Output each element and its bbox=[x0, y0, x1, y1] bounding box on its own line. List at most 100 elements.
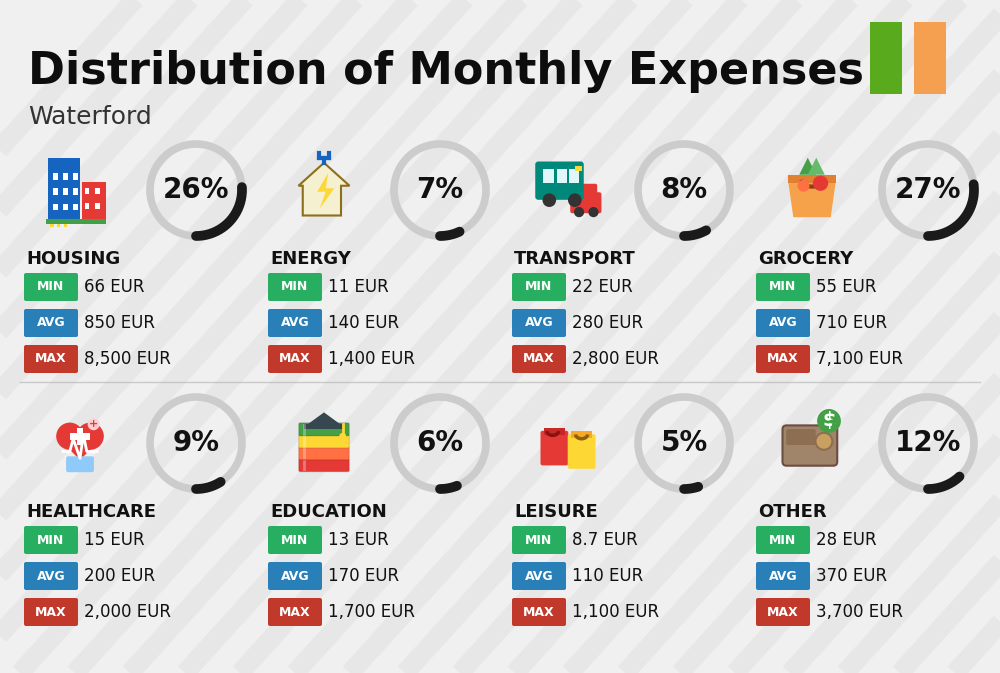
Text: MAX: MAX bbox=[279, 353, 311, 365]
Text: 11 EUR: 11 EUR bbox=[328, 278, 389, 296]
FancyBboxPatch shape bbox=[540, 431, 568, 466]
FancyBboxPatch shape bbox=[543, 169, 554, 182]
Text: Waterford: Waterford bbox=[28, 105, 152, 129]
Circle shape bbox=[588, 207, 599, 217]
Text: 8%: 8% bbox=[660, 176, 708, 204]
FancyBboxPatch shape bbox=[756, 309, 810, 337]
FancyBboxPatch shape bbox=[48, 157, 80, 219]
FancyBboxPatch shape bbox=[512, 309, 566, 337]
FancyBboxPatch shape bbox=[535, 162, 584, 200]
FancyBboxPatch shape bbox=[870, 22, 902, 94]
FancyBboxPatch shape bbox=[85, 188, 89, 194]
Circle shape bbox=[574, 207, 584, 217]
FancyBboxPatch shape bbox=[63, 204, 68, 211]
Circle shape bbox=[798, 180, 809, 192]
FancyBboxPatch shape bbox=[544, 428, 565, 435]
Text: MIN: MIN bbox=[281, 281, 309, 293]
Text: 66 EUR: 66 EUR bbox=[84, 278, 144, 296]
Circle shape bbox=[56, 423, 83, 450]
Text: OTHER: OTHER bbox=[758, 503, 827, 521]
FancyBboxPatch shape bbox=[268, 598, 322, 626]
FancyBboxPatch shape bbox=[53, 188, 58, 195]
FancyBboxPatch shape bbox=[82, 182, 106, 219]
FancyBboxPatch shape bbox=[24, 526, 78, 554]
Text: 110 EUR: 110 EUR bbox=[572, 567, 643, 585]
FancyBboxPatch shape bbox=[95, 188, 100, 194]
Text: 55 EUR: 55 EUR bbox=[816, 278, 876, 296]
Text: 6%: 6% bbox=[416, 429, 464, 457]
FancyBboxPatch shape bbox=[569, 169, 579, 182]
Text: MIN: MIN bbox=[525, 281, 553, 293]
Text: 370 EUR: 370 EUR bbox=[816, 567, 887, 585]
FancyBboxPatch shape bbox=[782, 425, 837, 466]
Text: MIN: MIN bbox=[769, 534, 797, 546]
Text: 1,700 EUR: 1,700 EUR bbox=[328, 603, 415, 621]
Circle shape bbox=[568, 193, 582, 207]
FancyBboxPatch shape bbox=[63, 173, 68, 180]
FancyBboxPatch shape bbox=[268, 526, 322, 554]
Text: 850 EUR: 850 EUR bbox=[84, 314, 155, 332]
Text: 5%: 5% bbox=[660, 429, 708, 457]
FancyBboxPatch shape bbox=[24, 273, 78, 301]
FancyBboxPatch shape bbox=[568, 434, 596, 469]
Text: 12%: 12% bbox=[895, 429, 961, 457]
FancyBboxPatch shape bbox=[73, 188, 78, 195]
FancyBboxPatch shape bbox=[50, 219, 54, 227]
FancyBboxPatch shape bbox=[24, 598, 78, 626]
FancyBboxPatch shape bbox=[268, 273, 322, 301]
FancyBboxPatch shape bbox=[571, 431, 592, 438]
Polygon shape bbox=[788, 182, 836, 217]
FancyBboxPatch shape bbox=[575, 166, 582, 172]
Text: AVG: AVG bbox=[37, 316, 65, 330]
FancyBboxPatch shape bbox=[914, 22, 946, 94]
Polygon shape bbox=[56, 436, 104, 460]
Text: MAX: MAX bbox=[767, 606, 799, 618]
FancyBboxPatch shape bbox=[299, 423, 349, 436]
FancyBboxPatch shape bbox=[299, 458, 349, 472]
Text: TRANSPORT: TRANSPORT bbox=[514, 250, 636, 268]
Text: AVG: AVG bbox=[525, 316, 553, 330]
Text: 7,100 EUR: 7,100 EUR bbox=[816, 350, 903, 368]
FancyBboxPatch shape bbox=[268, 562, 322, 590]
Text: LEISURE: LEISURE bbox=[514, 503, 598, 521]
Circle shape bbox=[815, 433, 832, 450]
FancyBboxPatch shape bbox=[24, 562, 78, 590]
Text: 27%: 27% bbox=[895, 176, 961, 204]
FancyBboxPatch shape bbox=[24, 309, 78, 337]
FancyBboxPatch shape bbox=[64, 219, 67, 227]
Text: MAX: MAX bbox=[35, 353, 67, 365]
Circle shape bbox=[817, 409, 841, 433]
Text: MIN: MIN bbox=[281, 534, 309, 546]
FancyBboxPatch shape bbox=[95, 203, 100, 209]
FancyBboxPatch shape bbox=[73, 204, 78, 211]
FancyBboxPatch shape bbox=[66, 456, 94, 472]
Text: AVG: AVG bbox=[769, 316, 797, 330]
FancyBboxPatch shape bbox=[46, 219, 106, 224]
FancyBboxPatch shape bbox=[268, 309, 322, 337]
Text: 15 EUR: 15 EUR bbox=[84, 531, 145, 549]
Text: AVG: AVG bbox=[281, 316, 309, 330]
Circle shape bbox=[813, 176, 828, 191]
Text: AVG: AVG bbox=[769, 569, 797, 583]
Text: MIN: MIN bbox=[769, 281, 797, 293]
FancyBboxPatch shape bbox=[73, 173, 78, 180]
Text: ENERGY: ENERGY bbox=[270, 250, 351, 268]
Text: 200 EUR: 200 EUR bbox=[84, 567, 155, 585]
Polygon shape bbox=[808, 157, 825, 175]
Text: EDUCATION: EDUCATION bbox=[270, 503, 387, 521]
Text: 170 EUR: 170 EUR bbox=[328, 567, 399, 585]
FancyBboxPatch shape bbox=[557, 169, 567, 182]
FancyBboxPatch shape bbox=[756, 345, 810, 373]
Text: 28 EUR: 28 EUR bbox=[816, 531, 877, 549]
Text: +: + bbox=[89, 419, 98, 429]
Circle shape bbox=[339, 433, 346, 439]
FancyBboxPatch shape bbox=[756, 526, 810, 554]
Text: 8.7 EUR: 8.7 EUR bbox=[572, 531, 638, 549]
Text: 13 EUR: 13 EUR bbox=[328, 531, 389, 549]
Text: MAX: MAX bbox=[279, 606, 311, 618]
Text: MIN: MIN bbox=[37, 281, 65, 293]
FancyBboxPatch shape bbox=[299, 435, 349, 448]
FancyBboxPatch shape bbox=[85, 203, 89, 209]
Circle shape bbox=[542, 193, 556, 207]
Text: 2,000 EUR: 2,000 EUR bbox=[84, 603, 171, 621]
